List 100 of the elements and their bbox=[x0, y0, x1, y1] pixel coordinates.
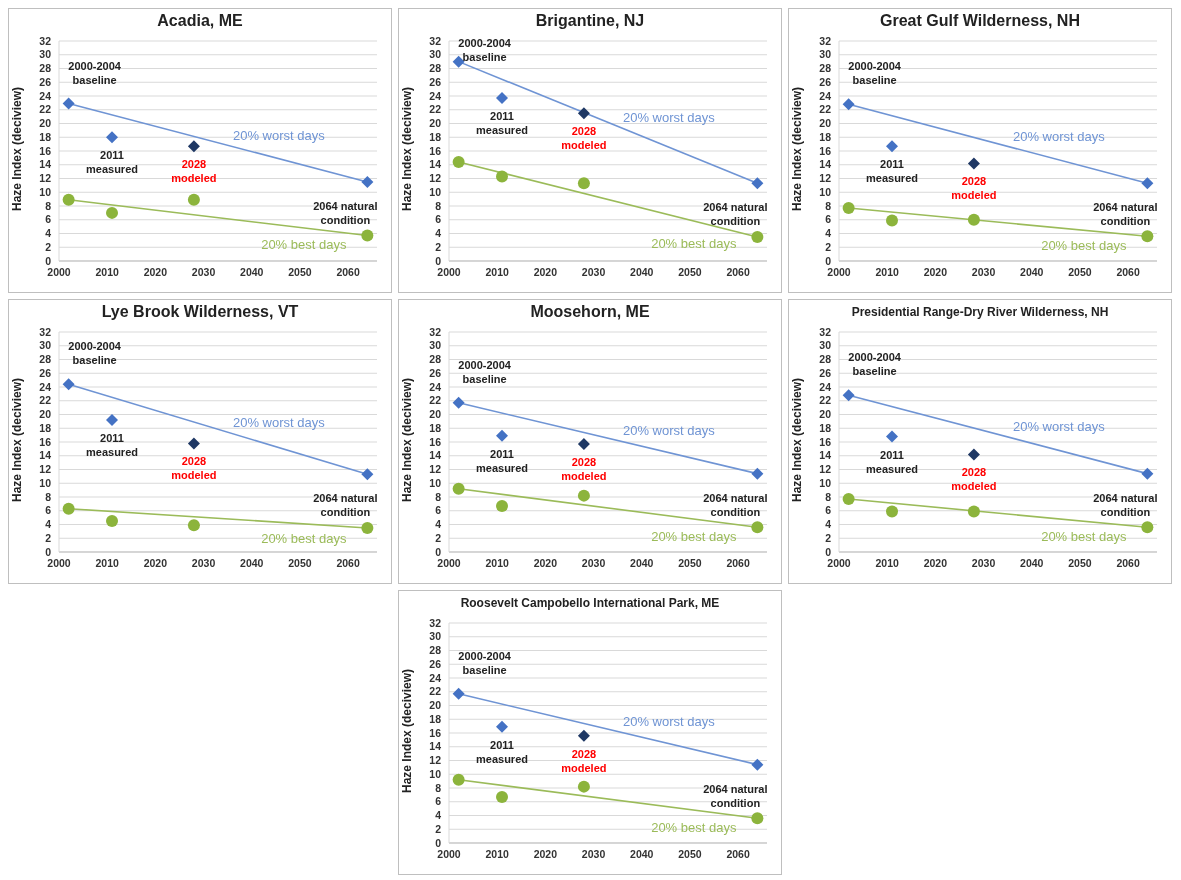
x-tick-label: 2040 bbox=[630, 266, 654, 279]
y-tick-label: 2 bbox=[825, 531, 832, 544]
y-tick-label: 22 bbox=[429, 394, 442, 407]
y-tick-label: 26 bbox=[819, 366, 832, 379]
point bbox=[496, 92, 508, 105]
x-tick-label: 2050 bbox=[288, 266, 312, 279]
point bbox=[361, 521, 374, 534]
annotation: 2000-2004 baseline bbox=[68, 340, 122, 367]
y-tick-label: 8 bbox=[45, 199, 52, 212]
annotation: 2064 natural condition bbox=[313, 492, 378, 519]
y-tick-label: 12 bbox=[819, 463, 832, 476]
point bbox=[1141, 230, 1154, 243]
y-tick-label: 12 bbox=[429, 172, 442, 185]
y-tick-label: 12 bbox=[39, 172, 52, 185]
series-label: 20% worst days bbox=[622, 109, 716, 125]
y-tick-label: 6 bbox=[435, 504, 442, 517]
x-tick-label: 2010 bbox=[485, 848, 510, 861]
y-tick-label: 16 bbox=[39, 144, 52, 157]
point bbox=[452, 482, 465, 495]
y-tick-label: 4 bbox=[435, 518, 442, 531]
y-tick-label: 8 bbox=[435, 781, 442, 794]
point bbox=[886, 430, 898, 443]
point bbox=[496, 499, 508, 512]
y-tick-label: 8 bbox=[825, 490, 832, 503]
point bbox=[886, 214, 898, 227]
series-label: 20% worst days bbox=[232, 127, 326, 143]
series-label: 20% best days bbox=[651, 528, 737, 544]
y-tick-label: 0 bbox=[45, 545, 52, 558]
y-tick-label: 16 bbox=[819, 144, 832, 157]
y-tick-label: 18 bbox=[39, 130, 52, 143]
point bbox=[106, 206, 118, 219]
y-tick-label: 28 bbox=[429, 644, 442, 657]
annotation: 2064 natural condition bbox=[1093, 201, 1158, 228]
point bbox=[496, 170, 508, 183]
x-tick-label: 2000 bbox=[437, 557, 461, 570]
y-tick-label: 6 bbox=[825, 213, 832, 226]
point bbox=[1141, 467, 1154, 480]
point bbox=[62, 502, 75, 515]
x-tick-label: 2040 bbox=[630, 848, 654, 861]
point bbox=[361, 468, 374, 481]
point bbox=[452, 687, 465, 700]
point bbox=[751, 812, 764, 825]
point bbox=[62, 97, 75, 110]
y-tick-label: 16 bbox=[429, 726, 442, 739]
y-tick-label: 28 bbox=[39, 62, 52, 75]
x-tick-label: 2010 bbox=[875, 557, 900, 570]
point bbox=[967, 448, 980, 461]
chart-title: Moosehorn, ME bbox=[529, 302, 651, 322]
x-tick-label: 2050 bbox=[1068, 266, 1092, 279]
chart-title: Acadia, ME bbox=[156, 11, 244, 31]
x-tick-label: 2060 bbox=[726, 557, 750, 570]
y-axis-title: Haze Index (deciview) bbox=[790, 377, 805, 502]
series-label: 20% best days bbox=[651, 235, 737, 251]
y-tick-label: 6 bbox=[825, 504, 832, 517]
y-tick-label: 24 bbox=[39, 89, 52, 102]
point bbox=[886, 505, 898, 518]
x-tick-label: 2030 bbox=[191, 266, 216, 279]
point bbox=[496, 790, 508, 803]
x-tick-label: 2010 bbox=[485, 557, 510, 570]
x-tick-label: 2030 bbox=[581, 848, 606, 861]
y-tick-label: 18 bbox=[819, 130, 832, 143]
x-tick-label: 2030 bbox=[191, 557, 216, 570]
y-tick-label: 0 bbox=[45, 254, 52, 267]
point bbox=[751, 758, 764, 771]
x-tick-label: 2030 bbox=[971, 266, 996, 279]
chart-title: Roosevelt Campobello International Park, ME bbox=[459, 595, 721, 612]
y-tick-label: 32 bbox=[819, 325, 832, 338]
series-label: 20% best days bbox=[1041, 529, 1127, 545]
x-tick-label: 2050 bbox=[1068, 557, 1092, 570]
x-tick-label: 2040 bbox=[240, 557, 264, 570]
y-tick-label: 30 bbox=[819, 339, 832, 352]
x-tick-label: 2060 bbox=[336, 557, 360, 570]
y-tick-label: 8 bbox=[435, 199, 442, 212]
x-tick-label: 2050 bbox=[678, 266, 702, 279]
y-tick-label: 10 bbox=[39, 185, 52, 198]
point bbox=[842, 98, 855, 111]
point bbox=[452, 773, 465, 786]
x-tick-label: 2040 bbox=[630, 557, 654, 570]
y-tick-label: 24 bbox=[429, 380, 442, 393]
x-tick-label: 2000 bbox=[437, 266, 461, 279]
y-tick-label: 2 bbox=[45, 531, 52, 544]
y-tick-label: 30 bbox=[429, 48, 442, 61]
point bbox=[452, 156, 465, 168]
point bbox=[577, 780, 590, 793]
annotation: 2028 modeled bbox=[561, 456, 607, 483]
x-tick-label: 2020 bbox=[923, 266, 948, 279]
y-tick-label: 30 bbox=[39, 339, 52, 352]
series-label: 20% best days bbox=[261, 237, 347, 253]
annotation: 2028 modeled bbox=[561, 125, 607, 152]
x-tick-label: 2010 bbox=[95, 557, 120, 570]
x-tick-label: 2030 bbox=[581, 266, 606, 279]
x-tick-label: 2000 bbox=[827, 266, 851, 279]
point bbox=[452, 396, 465, 409]
point bbox=[106, 414, 118, 426]
point bbox=[577, 177, 590, 190]
y-tick-label: 20 bbox=[429, 408, 442, 421]
y-tick-label: 22 bbox=[39, 394, 52, 407]
y-tick-label: 30 bbox=[429, 630, 442, 643]
y-tick-label: 2 bbox=[435, 822, 442, 835]
point bbox=[496, 429, 508, 442]
